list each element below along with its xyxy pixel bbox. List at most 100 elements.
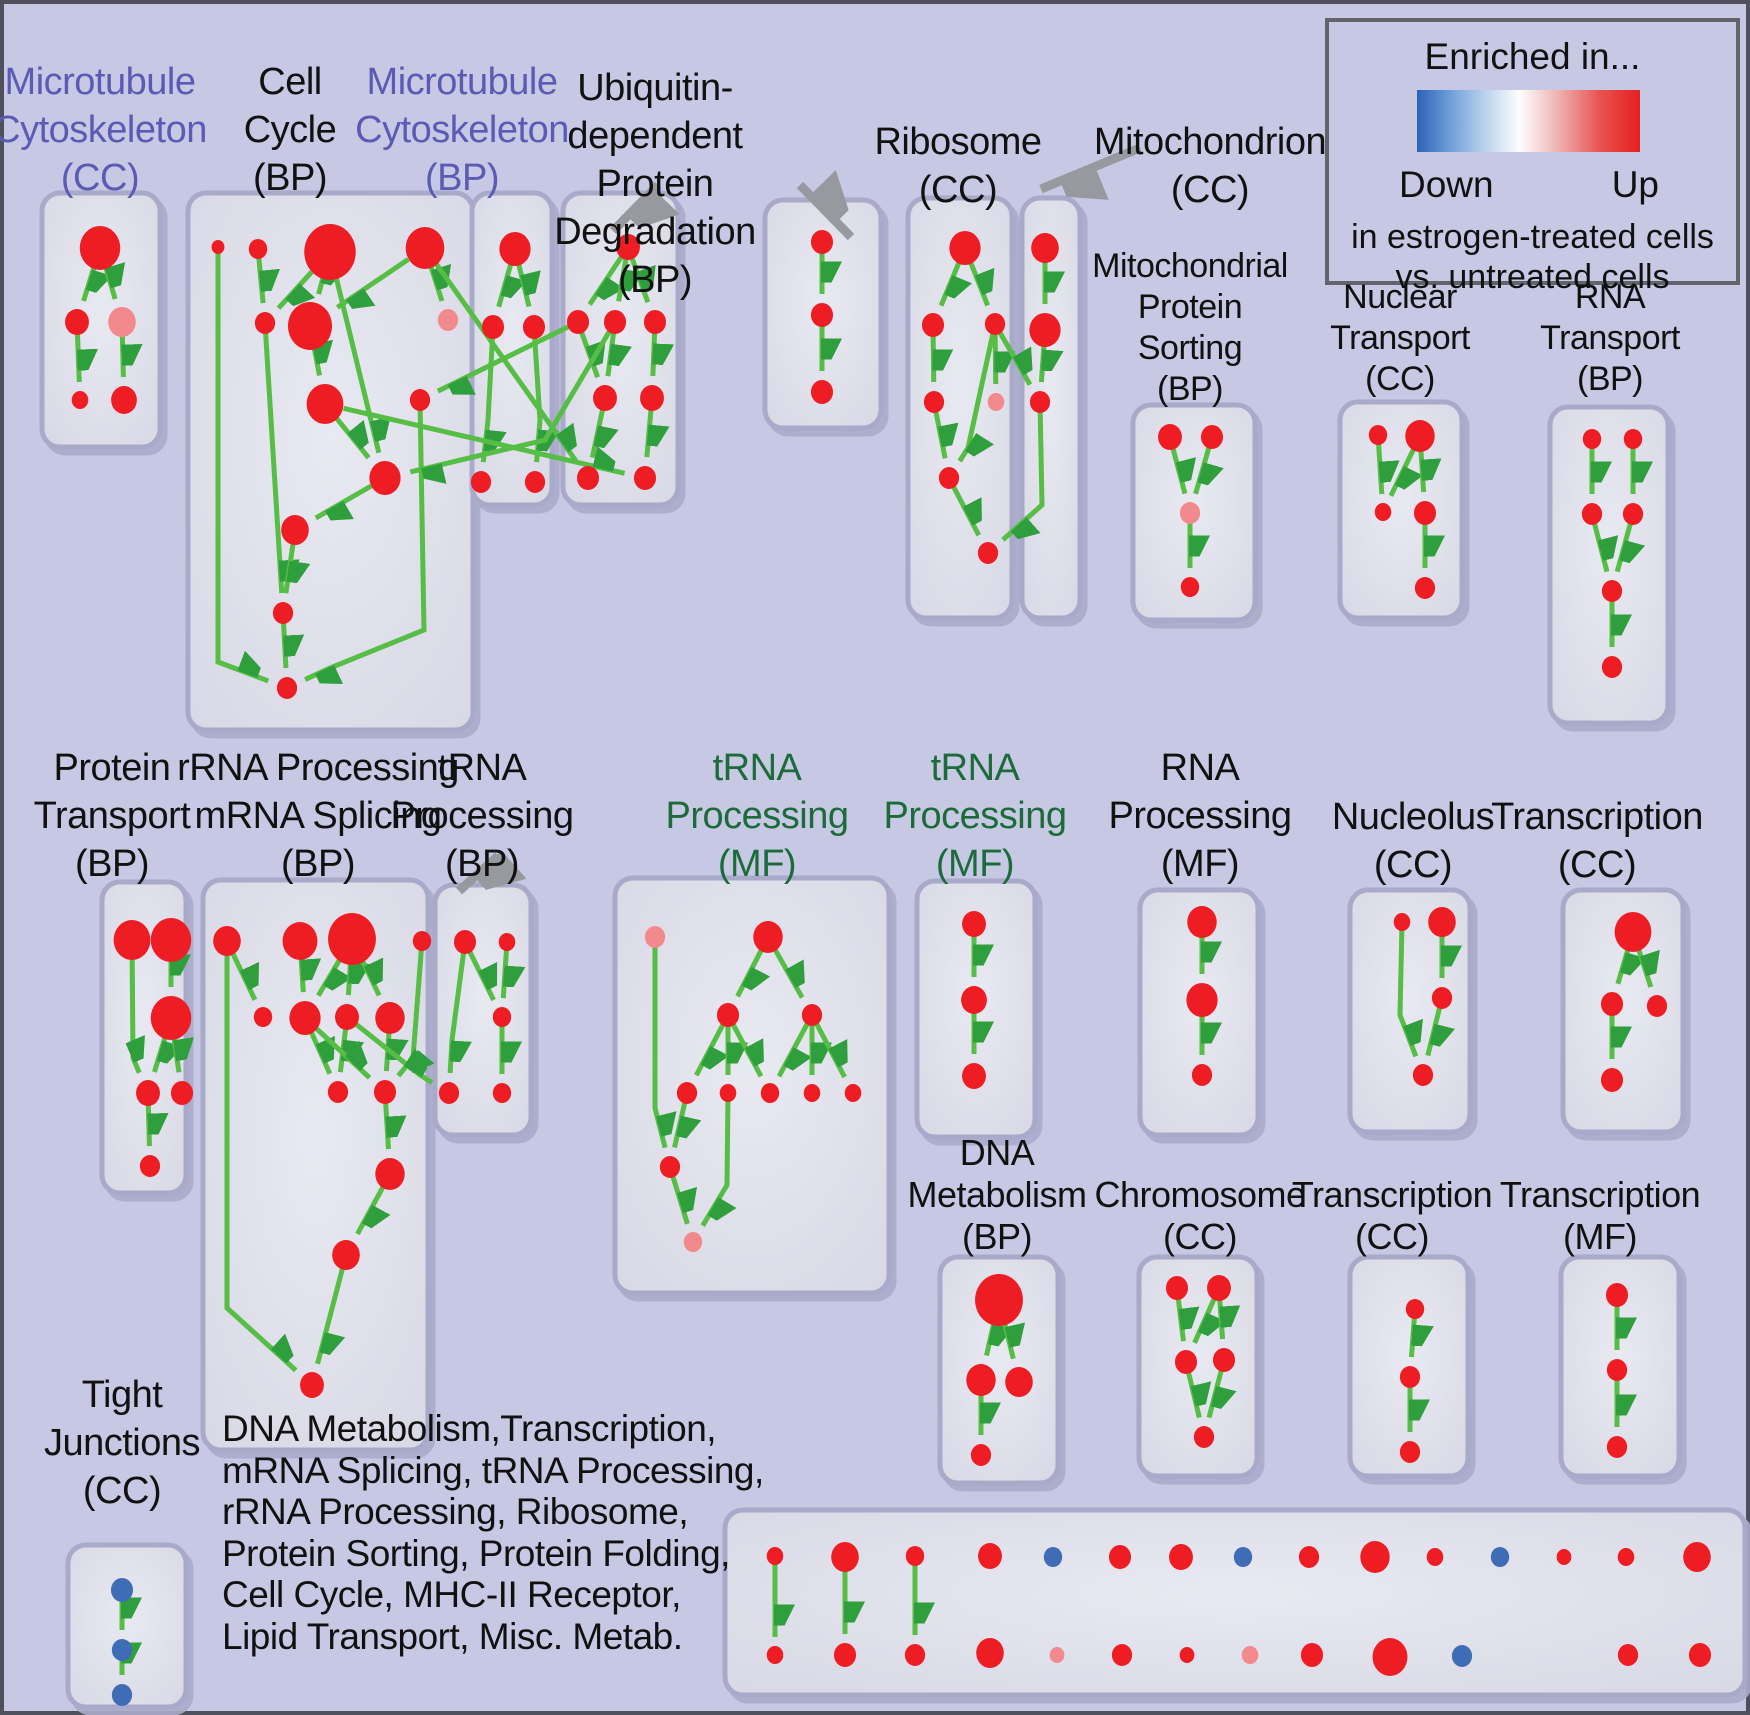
node-microtubule-bp: [522, 315, 546, 339]
node-trna-processing-bp: [498, 933, 516, 951]
edge-ubiquitin-1: [605, 332, 614, 377]
node-microtubule-cc: [65, 309, 89, 335]
edge-ubiquitin-1: [587, 255, 622, 305]
node-nucleolus: [1412, 1064, 1434, 1086]
node-rrna-processing: [332, 1240, 360, 1270]
edge-protein-transport: [145, 1104, 149, 1147]
label-transcription-cc-mid: Transcription (CC): [1491, 796, 1703, 886]
node-ubiquitin-1: [616, 234, 640, 260]
node-mixed-misc: [1043, 1547, 1063, 1567]
node-nuclear-transport: [1374, 503, 1392, 521]
node-cell-cycle: [281, 515, 309, 545]
node-trna-processing-mf-1: [719, 1084, 737, 1102]
label-protein-transport: Protein Transport (BP): [33, 747, 191, 885]
node-protein-transport: [136, 1080, 160, 1106]
node-mixed-misc: [1169, 1544, 1193, 1570]
node-ribosome: [949, 231, 981, 265]
node-nuclear-transport: [1405, 420, 1435, 452]
label-tight-junctions: Tight Junctions (CC): [43, 1374, 201, 1512]
node-mixed-misc: [1111, 1644, 1133, 1666]
pointer-trna-bp-arrow-icon: [455, 856, 498, 891]
edge-cell-cycle: [304, 409, 427, 680]
node-trna-processing-mf-1: [683, 1232, 703, 1252]
edge-rrna-processing: [360, 962, 379, 997]
label-rrna-processing: rRNA Processing mRNA Splicing (BP): [177, 747, 459, 885]
node-chromosome: [1165, 1276, 1189, 1300]
node-mixed-misc: [1426, 1548, 1444, 1566]
node-trna-processing-mf-2: [962, 911, 986, 937]
node-chromosome: [1174, 1350, 1198, 1374]
edge-mito-protein-sorting: [1170, 447, 1185, 495]
pointer-ubiquitin-right-arrow-icon: [796, 185, 851, 241]
node-ubiquitin-1: [593, 385, 617, 411]
edge-rna-transport: [1592, 523, 1607, 573]
label-microtubule-bp: Microtubule Cytoskeleton (BP): [355, 61, 569, 199]
node-rrna-processing: [375, 1158, 405, 1190]
edge-ubiquitin-1: [629, 257, 648, 304]
legend-up-label: Up: [1611, 164, 1659, 205]
edge-ribosome: [992, 333, 996, 385]
node-trna-processing-mf-2: [962, 1063, 986, 1089]
node-mixed-misc: [978, 1543, 1002, 1569]
node-mixed-misc: [1556, 1549, 1572, 1565]
node-rna-transport: [1622, 503, 1644, 525]
node-ubiquitin-1: [640, 385, 664, 411]
edge-transcription-cc-mid: [1615, 949, 1628, 985]
node-ubiquitin-1: [603, 310, 627, 334]
node-mixed-misc: [905, 1546, 925, 1566]
edge-trna-processing-bp: [500, 949, 506, 999]
node-rrna-processing: [328, 913, 376, 965]
edge-cell-cycle: [316, 278, 323, 295]
node-rrna-processing: [282, 922, 318, 960]
edge-rrna-processing: [315, 1267, 343, 1365]
edge-rrna-processing: [316, 959, 339, 997]
node-rna-transport: [1581, 503, 1603, 525]
edge-microtubule-bp: [496, 263, 511, 308]
node-trna-processing-mf-1: [716, 1003, 740, 1027]
cluster-box-microtubule-cc: [39, 190, 163, 450]
edge-cell-cycle: [276, 270, 312, 308]
node-mixed-misc: [1617, 1548, 1635, 1566]
node-mixed-misc: [1241, 1646, 1259, 1664]
cluster-box-rna-transport: [1547, 404, 1671, 726]
edge-microtubule-bp: [516, 263, 529, 308]
edge-microtubule-cc: [103, 268, 115, 300]
node-rna-transport: [1601, 580, 1623, 602]
node-chromosome: [1193, 1426, 1215, 1448]
edge-ubiquitin-1: [616, 258, 626, 302]
node-mixed-misc: [1617, 1644, 1639, 1666]
node-rrna-processing: [375, 1002, 405, 1034]
node-rna-processing-mf: [1187, 906, 1217, 938]
label-trna-processing-bp: tRNA Processing (BP): [390, 747, 574, 885]
edge-cell-cycle: [283, 543, 293, 594]
edge-rrna-processing: [298, 959, 303, 993]
node-mixed-misc: [904, 1644, 926, 1666]
node-mito-protein-sorting: [1200, 425, 1224, 449]
edge-ribosome: [968, 261, 988, 307]
edge-chromosome: [1175, 1298, 1183, 1342]
node-ribosome: [921, 313, 945, 337]
label-chromosome: Chromosome (CC): [1094, 1174, 1306, 1257]
node-tight-junctions: [110, 1578, 134, 1602]
node-mixed-misc: [1298, 1546, 1320, 1568]
cross-edge: [1001, 411, 1045, 540]
node-mixed-misc: [1683, 1542, 1711, 1572]
node-mixed-misc: [1688, 1643, 1712, 1667]
node-microtubule-cc: [71, 391, 89, 409]
edge-ribosome: [938, 261, 959, 307]
edge-microtubule-bp: [532, 337, 540, 463]
legend-subtitle-1: in estrogen-treated cells: [1351, 218, 1714, 256]
edge-chromosome: [1217, 1299, 1223, 1340]
node-trna-processing-bp: [453, 930, 477, 954]
node-nuclear-transport: [1368, 425, 1388, 445]
node-mito-protein-sorting: [1179, 502, 1201, 524]
edge-cell-cycle: [263, 332, 282, 594]
node-ubiquitin-2: [810, 380, 834, 404]
node-rrna-processing: [335, 1004, 359, 1030]
edge-rrna-processing: [315, 1027, 370, 1080]
label-dna-metabolism: DNA Metabolism (BP): [907, 1132, 1087, 1257]
node-rna-processing-mf: [1186, 983, 1218, 1017]
node-trna-processing-mf-1: [644, 926, 666, 948]
node-microtubule-bp: [481, 315, 505, 339]
